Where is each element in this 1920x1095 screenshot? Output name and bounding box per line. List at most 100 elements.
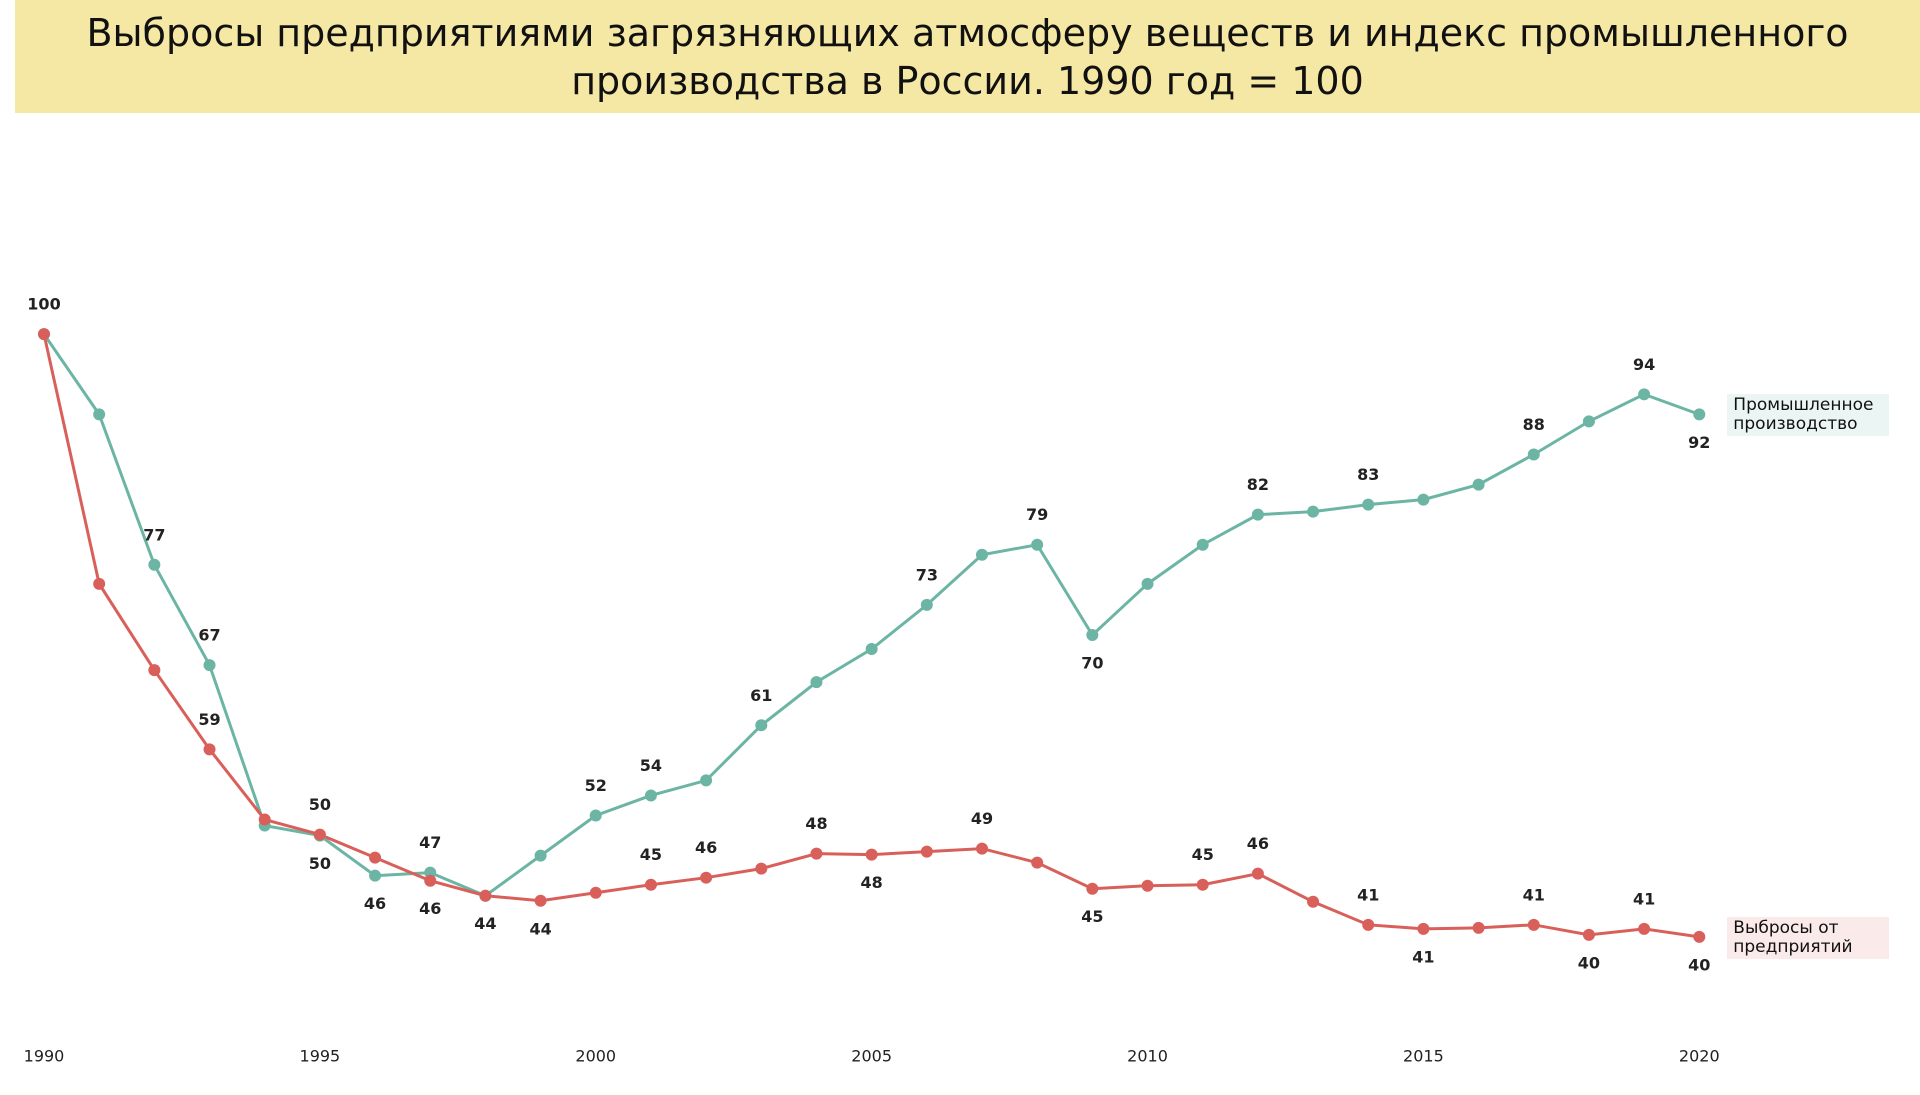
data-point xyxy=(1362,918,1375,931)
data-point xyxy=(1031,538,1044,551)
data-point xyxy=(534,849,547,862)
series-line xyxy=(42,333,1700,898)
data-label: 40 xyxy=(1688,955,1710,974)
data-point xyxy=(93,408,106,421)
data-label: 45 xyxy=(1192,845,1214,864)
data-point xyxy=(865,848,878,861)
data-point xyxy=(38,328,50,341)
data-label: 79 xyxy=(1026,505,1048,524)
data-point xyxy=(1582,928,1595,941)
data-label: 47 xyxy=(419,833,441,852)
data-label: 92 xyxy=(1688,433,1710,452)
data-point xyxy=(1417,493,1430,506)
data-label: 41 xyxy=(1412,947,1434,966)
data-point xyxy=(258,813,271,826)
x-tick-label: 2015 xyxy=(1403,1047,1444,1066)
data-label: 46 xyxy=(364,894,386,913)
data-label: 50 xyxy=(309,795,331,814)
data-label: 49 xyxy=(971,809,993,828)
data-label: 88 xyxy=(1523,415,1545,434)
data-point xyxy=(203,743,216,756)
data-point xyxy=(810,847,823,860)
data-label: 82 xyxy=(1247,475,1269,494)
data-point xyxy=(313,828,326,841)
data-point xyxy=(920,598,933,611)
data-point xyxy=(1086,629,1099,641)
data-point xyxy=(1472,921,1485,934)
data-label: 77 xyxy=(143,525,165,544)
data-point xyxy=(534,894,547,907)
data-label: 83 xyxy=(1357,465,1379,484)
data-label: 40 xyxy=(1578,953,1600,972)
data-point xyxy=(1417,922,1430,935)
data-point xyxy=(589,886,602,899)
data-label: 48 xyxy=(861,873,883,892)
data-point xyxy=(148,558,161,571)
data-point xyxy=(1086,882,1099,895)
data-point xyxy=(810,676,823,689)
data-label: 61 xyxy=(750,686,772,705)
chart-title: Выбросы предприятиями загрязняющих атмос… xyxy=(15,0,1920,113)
data-point xyxy=(755,719,768,732)
data-label: 41 xyxy=(1357,885,1379,904)
data-point xyxy=(755,862,768,875)
data-point xyxy=(1638,922,1651,935)
legend-label: Выбросы от предприятий xyxy=(1727,916,1890,959)
data-label: 100 xyxy=(27,295,60,314)
data-point xyxy=(1251,867,1264,880)
data-label: 59 xyxy=(198,710,220,729)
data-label: 50 xyxy=(309,854,331,873)
data-point xyxy=(1251,508,1264,521)
data-point xyxy=(1141,577,1154,590)
data-point xyxy=(1472,478,1485,491)
x-tick-label: 2000 xyxy=(575,1047,616,1066)
data-label: 45 xyxy=(1081,907,1103,926)
data-point xyxy=(479,889,492,902)
data-label: 46 xyxy=(1247,834,1269,853)
data-point xyxy=(1527,918,1540,931)
data-point xyxy=(976,842,988,855)
data-point xyxy=(644,789,657,802)
data-point xyxy=(920,845,933,858)
data-point xyxy=(1141,879,1154,892)
data-point xyxy=(148,664,161,677)
data-point xyxy=(1527,448,1540,461)
x-tick-label: 2005 xyxy=(851,1047,892,1066)
data-label: 44 xyxy=(474,914,496,933)
data-label: 94 xyxy=(1633,355,1655,374)
x-tick-label: 2020 xyxy=(1679,1047,1720,1066)
data-point xyxy=(1582,415,1595,428)
data-point xyxy=(1031,856,1044,869)
data-label: 67 xyxy=(198,626,220,645)
data-point xyxy=(203,659,216,672)
data-point xyxy=(1196,878,1209,891)
data-point xyxy=(700,871,713,884)
data-point xyxy=(424,874,437,887)
data-point xyxy=(1693,930,1706,943)
data-point xyxy=(589,809,602,822)
data-label: 41 xyxy=(1633,889,1655,908)
series-line xyxy=(42,333,1700,939)
x-tick-label: 1995 xyxy=(300,1047,341,1066)
data-point xyxy=(1362,498,1375,511)
data-label: 73 xyxy=(916,565,938,584)
data-point xyxy=(1693,408,1706,421)
data-label: 46 xyxy=(419,899,441,918)
x-tick-label: 2010 xyxy=(1127,1047,1168,1066)
data-point xyxy=(1307,505,1320,518)
data-point xyxy=(93,577,106,590)
data-label: 41 xyxy=(1523,885,1545,904)
data-point xyxy=(369,851,382,864)
data-label: 70 xyxy=(1081,654,1103,673)
data-point xyxy=(865,643,878,656)
data-point xyxy=(700,774,713,787)
data-label: 45 xyxy=(640,845,662,864)
data-label: 48 xyxy=(805,814,827,833)
data-point xyxy=(369,869,382,882)
data-label: 44 xyxy=(529,919,551,938)
legend-label: Промышленное производство xyxy=(1727,394,1890,437)
data-point xyxy=(976,548,988,561)
data-point xyxy=(1307,895,1320,908)
